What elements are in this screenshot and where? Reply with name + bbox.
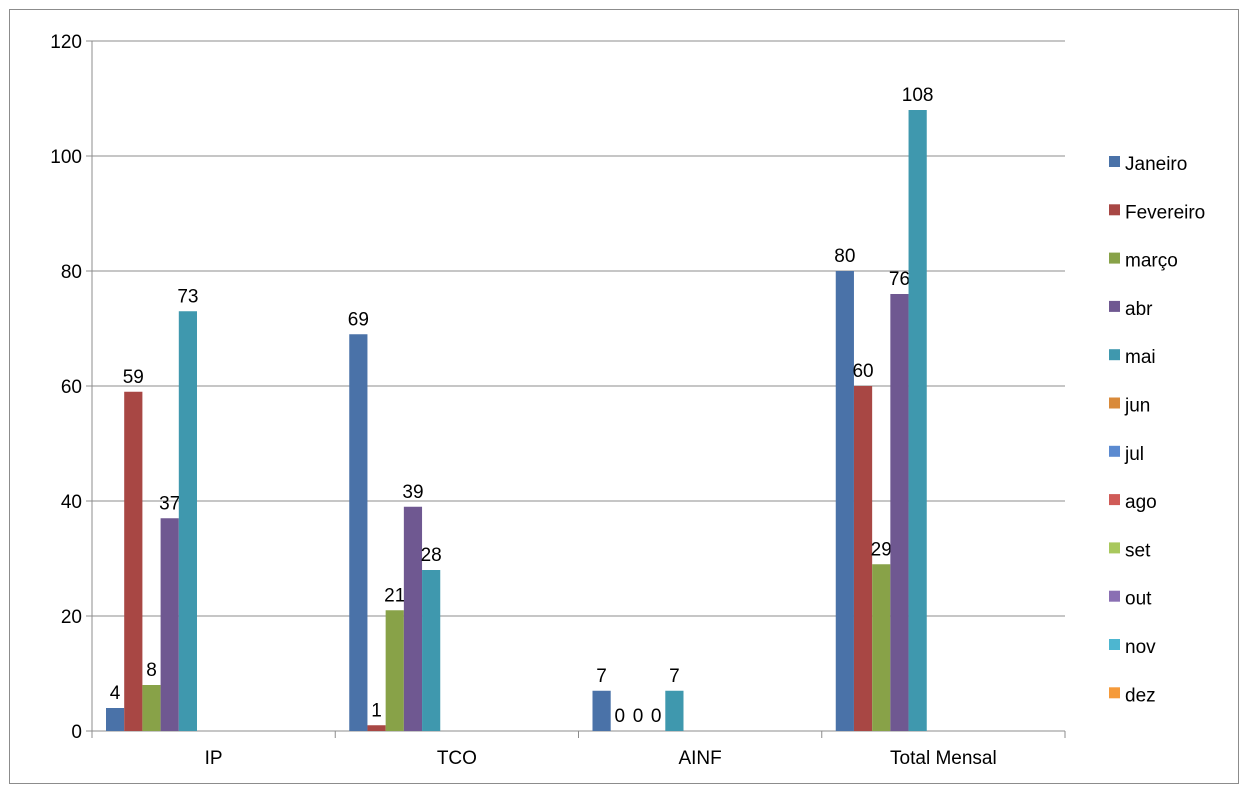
bar [853, 386, 873, 731]
bar [872, 564, 891, 731]
legend-label: out [1125, 589, 1152, 610]
legend-swatch [1109, 204, 1120, 216]
y-tick-label: 20 [61, 607, 82, 628]
y-tick-label: 0 [71, 722, 82, 743]
x-tick-label: TCO [437, 748, 477, 769]
data-label: 37 [159, 493, 180, 514]
data-label: 108 [902, 85, 934, 106]
y-tick-label: 120 [50, 32, 82, 53]
legend-swatch [1109, 252, 1120, 264]
legend-label: dez [1125, 685, 1156, 706]
data-label: 7 [669, 666, 680, 687]
legend-label: mai [1125, 347, 1156, 368]
bar [178, 311, 197, 731]
legend-swatch [1109, 542, 1120, 554]
bar [367, 725, 386, 731]
bar [403, 506, 423, 731]
data-label: 29 [871, 539, 892, 560]
data-label: 0 [615, 706, 626, 727]
bar [142, 685, 161, 731]
data-label: 28 [421, 545, 442, 566]
y-tick-label: 80 [61, 262, 82, 283]
data-label: 21 [384, 585, 405, 606]
y-tick-label: 40 [61, 492, 82, 513]
data-label: 39 [402, 482, 423, 503]
bar [106, 708, 125, 731]
bar [835, 271, 854, 731]
legend-swatch [1109, 445, 1120, 457]
data-label: 73 [177, 286, 198, 307]
bar [160, 518, 179, 731]
chart-area [9, 9, 1239, 784]
bar [908, 110, 927, 731]
legend-swatch [1109, 397, 1120, 409]
data-label: 4 [110, 683, 121, 704]
legend-swatch [1109, 156, 1120, 167]
bar [422, 570, 441, 731]
legend-swatch [1109, 639, 1120, 650]
legend-label: nov [1125, 637, 1156, 658]
legend-label: ago [1125, 492, 1157, 513]
legend-label: Janeiro [1125, 154, 1187, 175]
legend-swatch [1109, 687, 1120, 699]
x-tick-label: AINF [678, 748, 721, 769]
legend-label: março [1125, 251, 1178, 272]
y-tick-label: 60 [61, 377, 82, 398]
data-label: 59 [123, 367, 144, 388]
bar [592, 690, 611, 731]
x-tick-label: Total Mensal [890, 748, 997, 769]
data-label: 76 [889, 269, 910, 290]
bar [124, 391, 143, 731]
legend-swatch [1109, 494, 1120, 506]
legend-swatch [1109, 349, 1120, 361]
data-label: 8 [146, 660, 157, 681]
legend-label: Fevereiro [1125, 202, 1205, 223]
bar [890, 294, 909, 731]
legend-label: jul [1124, 444, 1144, 465]
data-label: 0 [651, 706, 662, 727]
bar [665, 690, 684, 731]
bar [385, 610, 404, 731]
x-tick-label: IP [205, 748, 223, 769]
legend-swatch [1109, 300, 1120, 312]
data-label: 0 [633, 706, 644, 727]
data-label: 80 [834, 246, 855, 267]
data-label: 60 [852, 361, 873, 382]
data-label: 7 [596, 666, 607, 687]
legend-label: set [1125, 540, 1151, 561]
data-label: 1 [371, 700, 382, 721]
y-tick-label: 100 [50, 147, 82, 168]
legend-label: abr [1125, 299, 1153, 320]
legend-label: jun [1124, 396, 1150, 417]
bar [349, 334, 368, 731]
data-label: 69 [348, 309, 369, 330]
legend-swatch [1109, 590, 1120, 602]
